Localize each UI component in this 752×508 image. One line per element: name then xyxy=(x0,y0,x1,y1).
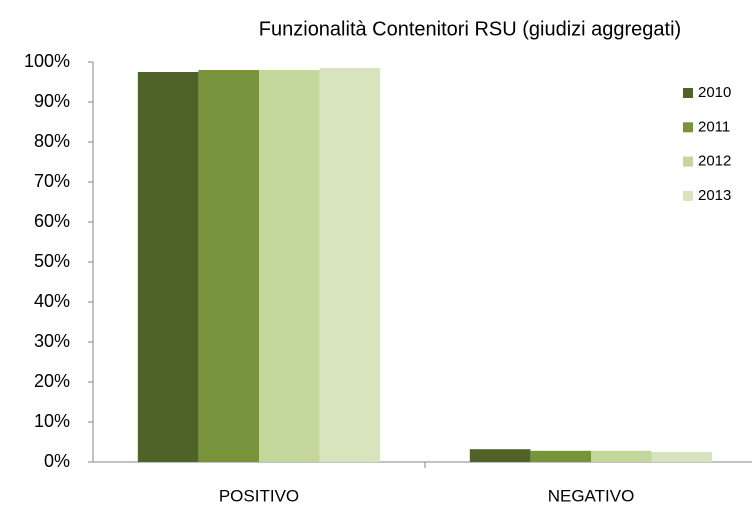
y-tick-label: 20% xyxy=(34,371,70,391)
bar xyxy=(651,452,713,462)
y-tick-label: 50% xyxy=(34,251,70,271)
bar xyxy=(259,70,320,462)
legend-label: 2012 xyxy=(698,153,731,170)
legend-label: 2011 xyxy=(698,118,730,135)
bar xyxy=(530,450,591,462)
y-tick-label: 40% xyxy=(34,291,70,311)
x-tick-label: NEGATIVO xyxy=(548,486,635,505)
y-tick-label: 80% xyxy=(34,131,70,151)
bar xyxy=(319,68,381,462)
y-tick-label: 30% xyxy=(34,331,70,351)
bar xyxy=(591,450,652,462)
bar xyxy=(469,449,531,462)
legend-swatch xyxy=(683,122,693,133)
legend-label: 2013 xyxy=(698,187,731,204)
y-tick-label: 70% xyxy=(34,171,70,191)
x-tick-label: POSITIVO xyxy=(219,486,299,505)
y-tick-label: 100% xyxy=(24,51,70,71)
y-tick-label: 90% xyxy=(34,91,70,111)
legend-label: 2010 xyxy=(698,84,731,101)
legend-swatch xyxy=(683,190,693,201)
chart-title: Funzionalità Contenitori RSU (giudizi ag… xyxy=(259,18,681,40)
legend-swatch xyxy=(683,156,693,167)
y-tick-label: 10% xyxy=(34,411,70,431)
bar xyxy=(198,70,259,462)
legend-swatch xyxy=(683,88,693,98)
bar xyxy=(137,72,199,462)
y-tick-label: 60% xyxy=(34,211,70,231)
y-tick-label: 0% xyxy=(44,451,70,471)
